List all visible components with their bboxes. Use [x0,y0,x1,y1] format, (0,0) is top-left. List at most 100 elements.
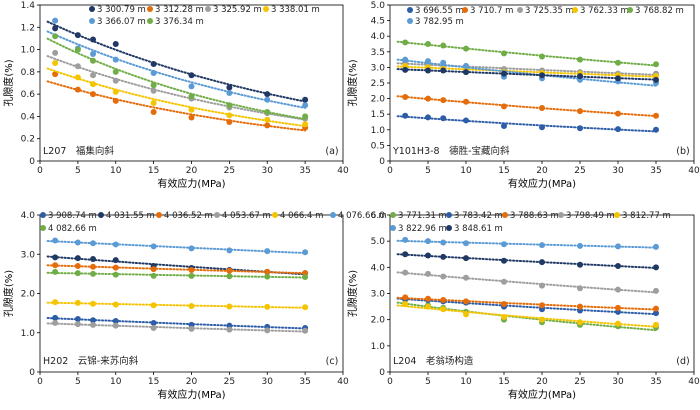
data-point [653,264,659,271]
y-tick-label: 1.5 [371,110,385,120]
data-point [402,66,409,73]
data-point [425,95,431,102]
legend-marker [614,212,620,218]
legend-label: 3 325.92 m [213,5,262,15]
data-point [226,84,233,91]
x-tick-label: 5 [425,166,431,176]
data-point [501,103,507,110]
data-point [539,72,545,79]
legend-marker [558,212,564,218]
data-point [226,112,233,119]
data-point [150,319,157,326]
y-tick-label: 3.0 [21,250,36,260]
data-point [90,317,97,324]
data-point [463,311,469,318]
legend-label: 4 082.66 m [48,224,97,234]
y-tick-label: 0 [29,368,35,378]
data-point [440,273,447,280]
y-tick-label: 0.8 [21,68,36,78]
data-point [264,273,271,280]
data-point [539,53,545,60]
x-tick-label: 25 [224,166,235,176]
data-point [74,32,81,39]
x-tick-label: 40 [337,377,349,387]
data-point [52,299,59,306]
data-point [150,266,157,273]
data-point [74,299,81,306]
data-point [440,42,447,49]
x-tick-label: 35 [299,377,310,387]
data-point [150,108,157,115]
data-point [112,317,119,324]
legend-marker [517,7,523,13]
legend-label: 3 696.55 m [415,6,464,16]
chart-panel-d: 孔隙度(%) 有效应力(MPa) L204 老翁场构造 (d) 0 5 10 15 20… [346,211,700,401]
x-tick-label: 35 [650,377,661,387]
data-point [615,110,621,117]
panel-annotation-c: H202 云锦-来苏向斜 [43,355,139,367]
data-point [90,51,97,58]
x-tick-label: 20 [536,377,548,387]
y-axis-label-a: 孔隙度(%) [2,59,15,106]
data-point [501,278,507,285]
legend-marker [263,6,269,12]
y-tick-label: 0 [379,157,385,167]
data-point [90,240,97,247]
legend-marker [147,6,153,12]
y-tick-label: 0 [29,157,35,167]
data-point [615,263,621,270]
data-point [577,285,583,292]
data-point [188,245,195,252]
data-point [615,320,621,327]
data-point [264,327,271,334]
data-point [577,125,583,132]
data-point [402,56,409,63]
data-point [501,257,507,264]
data-point [188,266,195,273]
data-point [74,46,81,53]
data-point [302,304,309,311]
x-tick-label: 15 [498,377,509,387]
data-point [226,247,233,254]
data-point [112,56,119,63]
legend-marker [502,212,508,218]
data-point [402,251,409,258]
legend-label: 3 788.63 m [510,211,559,221]
data-point [112,301,119,308]
legend-label: 3 376.34 m [155,17,204,27]
y-tick-label: 2.5 [371,79,385,89]
y-tick-label: 0.2 [21,135,35,145]
data-point [402,236,409,243]
data-point [90,263,97,270]
trendline-3-6 [396,253,657,269]
data-point [463,98,469,105]
legend-label: 3 812.77 m [622,211,671,221]
data-point [425,58,431,65]
x-tick-label: 5 [75,166,81,176]
x-tick-label: 30 [262,377,274,387]
y-tick-label: 0.5 [371,141,385,151]
data-point [52,25,59,32]
data-point [112,322,119,329]
data-point [425,41,431,47]
data-point [264,248,271,255]
data-point [615,304,621,311]
y-tick-label: 3.0 [371,290,386,300]
data-point [90,270,97,277]
data-point [150,61,157,68]
y-tick-label: 1.4 [21,1,36,11]
data-point [52,49,59,56]
legend-label: 4 076.66 m [338,211,387,221]
y-tick-label: 2.0 [21,290,36,300]
y-tick-label: 0.4 [21,112,36,122]
data-point [52,319,59,326]
data-point [90,72,97,79]
data-point [577,73,583,80]
data-point [539,316,545,323]
legend-marker [205,6,211,12]
data-point [653,321,659,328]
x-tick-label: 20 [186,377,198,387]
x-tick-label: 15 [498,166,509,176]
data-point [463,45,469,52]
data-point [226,119,233,125]
